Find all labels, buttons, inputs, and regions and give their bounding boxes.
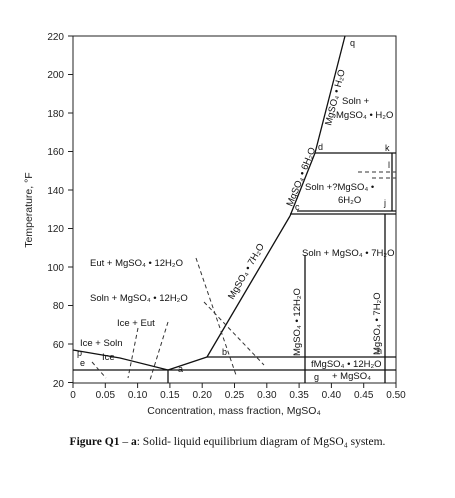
liquidus-c-d [289,152,316,217]
x-tick-label: 0.25 [225,390,245,401]
y-tick-label: 20 [53,379,65,390]
plot-frame [72,35,397,384]
y-tick-label: 120 [47,224,64,235]
region-labels: Soln + MgSO₄ • H₂O Soln +?MgSO₄ • 6H₂O S… [80,96,394,382]
region-ice: Ice [102,352,115,363]
x-tick-label: 0.40 [322,390,342,401]
x-tick-label: 0.30 [257,390,277,401]
y-tick-label: 160 [47,147,64,158]
region-bottom-7h2o: + MgSO₄ [332,371,371,382]
x-tick-label: 0.35 [289,390,309,401]
region-soln-6h2o-2: 6H₂O [338,195,361,206]
region-soln-h2o-2: MgSO₄ • H₂O [336,110,393,121]
x-tick-label: 0 [70,390,76,401]
y-tick-label: 200 [47,70,64,81]
region-soln-7h2o: Soln + MgSO₄ • 7H₂O [302,248,394,259]
region-bottom-12h2o: fMgSO₄ • 12H₂O [311,359,382,370]
x-tick-label: 0.05 [96,390,116,401]
x-tick-label: 0.15 [160,390,180,401]
point-e: e [80,358,85,368]
point-k: k [385,143,390,153]
y-tick-label: 220 [47,32,64,43]
region-eut-12h2o: Eut + MgSO₄ • 12H₂O [90,258,183,269]
region-soln-6h2o: Soln +?MgSO₄ • [305,182,374,193]
region-soln-12h2o: Soln + MgSO₄ • 12H₂O [90,293,188,304]
region-ice-soln: Ice + Soln [80,338,123,349]
point-a: a [178,364,183,374]
dashed-soln12-b [203,301,265,366]
point-i: i [384,220,386,230]
rotated-7h2o-right: MgSO₄ • 7H₂O [372,292,383,355]
point-c: c [295,202,300,212]
y-tick-label: 100 [47,263,64,274]
caption-dash: – [119,436,131,448]
y-axis-title: Temperature, °F [23,172,35,247]
ice-liquidus [72,349,169,371]
liquidus-d-q [314,35,346,154]
point-g: g [314,372,319,382]
caption-label: a [130,436,137,448]
point-q: q [350,38,355,48]
rotated-12h2o: MgSO₄ • 12H₂O [292,288,303,356]
point-b: b [222,347,227,357]
point-h: h [377,346,382,356]
liquidus-a-b [167,356,208,371]
x-tick-label: 0.50 [386,390,406,401]
y-tick-label: 80 [53,301,65,312]
point-l: l [388,160,390,170]
point-p: p [77,348,82,358]
y-axis-labels: 220 200 180 160 140 120 100 80 60 20 [47,32,64,390]
liquidus-b-c [206,215,291,358]
y-axis-ticks [68,35,73,383]
x-tick-label: 0.10 [128,390,148,401]
region-soln-h2o: Soln + [342,96,370,107]
caption-text: : Solid- liquid equilibrium diagram of M… [136,436,386,448]
y-tick-label: 60 [53,340,65,351]
dashed-eut-left [149,321,169,381]
dashed-soln12-e [91,361,107,379]
y-tick-label: 140 [47,186,64,197]
x-axis-ticks [72,383,397,388]
phase-boundaries [72,35,396,383]
figure-caption: Figure Q1 – a: Solid- liquid equilibrium… [0,436,455,448]
x-tick-label: 0.20 [192,390,212,401]
point-d: d [318,142,323,152]
rotated-6h2o: MgSO₄ • 6H₂O [285,146,319,208]
dashed-ice-eut [127,327,139,379]
y-tick-label: 180 [47,109,64,120]
point-labels: a b c d e g h i j k l p q [77,38,390,382]
phase-diagram: 220 200 180 160 140 120 100 80 60 20 0 0… [23,32,406,417]
x-axis-title: Concentration, mass fraction, MgSO₄ [147,405,321,417]
point-j: j [383,198,386,208]
dashed-guides [91,171,396,381]
x-tick-label: 0.45 [354,390,374,401]
x-axis-labels: 0 0.05 0.10 0.15 0.20 0.25 0.30 0.35 0.4… [70,390,406,401]
region-ice-eut: Ice + Eut [117,318,155,329]
caption-prefix: Figure Q1 [69,436,120,448]
rotated-7h2o-line: MgSO₄ • 7H₂O [226,242,267,302]
